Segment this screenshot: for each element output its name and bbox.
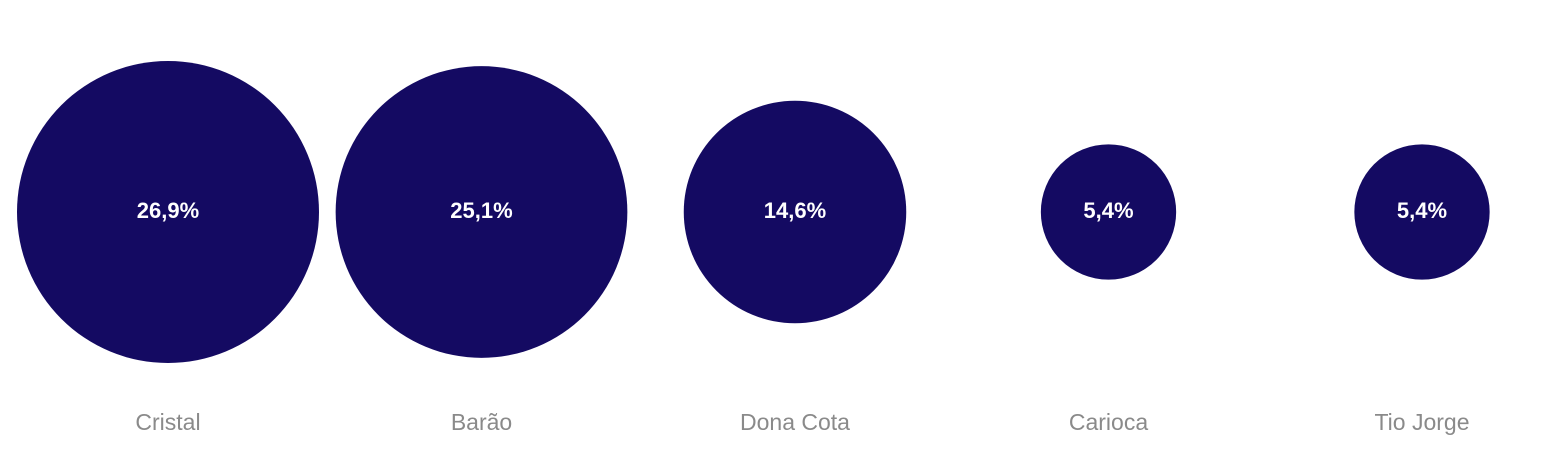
category-label: Cristal xyxy=(135,409,200,435)
value-label: 25,1% xyxy=(450,198,512,223)
value-label: 5,4% xyxy=(1083,198,1133,223)
value-label: 14,6% xyxy=(764,198,826,223)
bubble xyxy=(17,61,319,363)
category-label: Barão xyxy=(451,409,512,435)
value-label: 5,4% xyxy=(1397,198,1447,223)
category-label: Carioca xyxy=(1069,409,1148,435)
bubble xyxy=(335,66,628,358)
bubble xyxy=(1354,144,1490,280)
bubble xyxy=(1040,144,1177,280)
category-label: Dona Cota xyxy=(740,409,850,435)
value-label: 26,9% xyxy=(137,198,199,223)
bubble xyxy=(683,100,907,324)
category-label: Tio Jorge xyxy=(1374,409,1469,435)
